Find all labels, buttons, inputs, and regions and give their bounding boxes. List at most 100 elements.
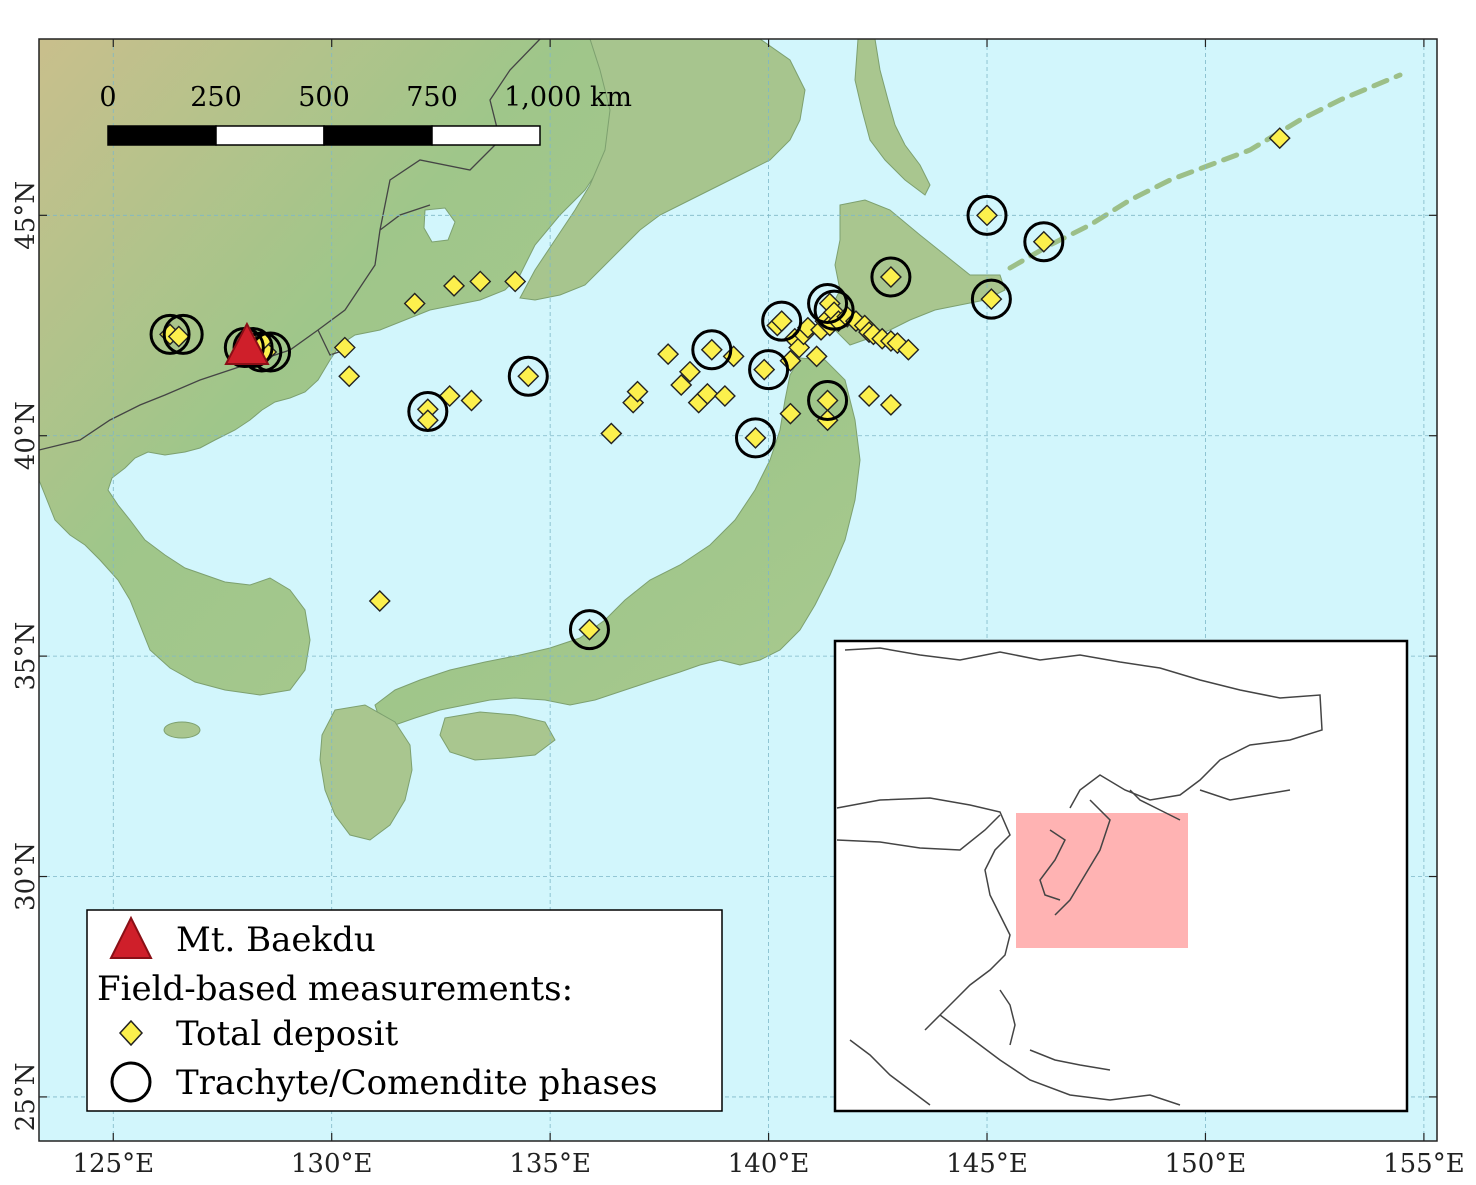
sakhalin-island	[854, 39, 931, 196]
deposit-marker	[578, 618, 601, 641]
legend-phase-icon	[110, 1061, 152, 1103]
inset-coastlines	[836, 647, 1323, 1106]
phase-marker	[149, 313, 191, 355]
phase-marker	[807, 282, 849, 324]
legend-box	[86, 909, 723, 1112]
lat-label-25: 25°N	[11, 1062, 41, 1131]
scale-segment-1	[107, 125, 217, 146]
deposit-marker	[879, 393, 902, 416]
deposit-marker	[670, 374, 693, 397]
lat-label-30: 30°N	[11, 842, 41, 911]
scale-label-0: 0	[99, 82, 116, 113]
deposit-marker	[517, 365, 540, 388]
phase-marker	[407, 390, 449, 432]
scale-bar: 0 250 500 750 1,000 km	[99, 82, 632, 146]
deposit-marker	[753, 358, 776, 381]
scale-label-750: 750	[406, 82, 458, 113]
deposit-marker	[368, 590, 391, 613]
deposit-marker	[460, 389, 483, 412]
lon-label-150: 150°E	[1165, 1149, 1247, 1179]
scale-segment-3	[323, 125, 433, 146]
deposit-marker	[600, 422, 623, 445]
deposit-marker	[770, 310, 793, 333]
latitude-axis: 45°N 40°N 35°N 30°N 25°N	[11, 181, 41, 1131]
deposit-marker	[700, 338, 723, 361]
legend-volcano-icon	[109, 915, 153, 959]
legend-section-title: Field-based measurements:	[97, 969, 573, 1009]
phase-marker	[748, 349, 790, 391]
lat-label-40: 40°N	[11, 401, 41, 470]
scale-segment-4	[431, 125, 541, 146]
map-frame	[38, 38, 1438, 1142]
phase-marker	[870, 256, 912, 298]
deposit-marker	[443, 274, 466, 297]
deposit-marker	[338, 365, 361, 388]
deposit-marker	[403, 292, 426, 315]
national-borders	[39, 39, 541, 451]
kyushu-island	[319, 704, 413, 841]
phase-marker	[761, 300, 803, 342]
deposit-marker	[1032, 230, 1055, 253]
deposit-marker	[879, 266, 902, 289]
primorye-landmass	[519, 39, 806, 301]
phase-marker	[813, 289, 855, 331]
legend-phase-label: Trachyte/Comendite phases	[176, 1063, 658, 1103]
lon-label-145: 145°E	[946, 1149, 1028, 1179]
deposit-marker	[858, 385, 881, 408]
longitude-axis: 125°E 130°E 135°E 140°E 145°E 150°E 155°E	[72, 1149, 1464, 1179]
deposit-marker	[744, 426, 767, 449]
jeju-island	[163, 721, 201, 739]
deposit-marker	[333, 336, 356, 359]
deposit-marker	[713, 385, 736, 408]
phase-marker	[162, 313, 204, 355]
lon-label-130: 130°E	[291, 1149, 373, 1179]
phase-marker	[568, 609, 610, 651]
mainland-landmass	[39, 39, 616, 696]
scale-label-1000: 1,000 km	[504, 82, 632, 113]
deposit-marker	[696, 382, 719, 405]
deposit-marker	[626, 380, 649, 403]
honshu-island	[374, 357, 861, 726]
phase-marker	[970, 278, 1012, 320]
lon-label-140: 140°E	[728, 1149, 810, 1179]
deposit-marker	[657, 343, 680, 366]
deposit-marker	[167, 325, 190, 348]
lat-label-45: 45°N	[11, 181, 41, 250]
deposit-marker	[678, 360, 701, 383]
legend-volcano-label: Mt. Baekdu	[176, 920, 376, 960]
phase-markers	[149, 194, 1065, 651]
phase-marker	[1023, 221, 1065, 263]
deposit-marker	[980, 288, 1003, 311]
hokkaido-island	[829, 199, 1006, 346]
deposit-marker	[976, 204, 999, 227]
phase-marker	[507, 355, 549, 397]
deposit-marker	[779, 402, 802, 425]
lat-label-35: 35°N	[11, 622, 41, 691]
lon-label-125: 125°E	[72, 1149, 154, 1179]
deposit-marker	[897, 338, 920, 361]
scale-label-250: 250	[190, 82, 242, 113]
deposit-marker	[504, 270, 527, 293]
scale-label-500: 500	[298, 82, 350, 113]
kuril-islands	[1007, 72, 1403, 271]
deposit-marker	[1268, 127, 1291, 150]
legend-deposit-icon	[118, 1019, 144, 1047]
lake-khanka	[423, 207, 456, 243]
inset-highlight-region	[1016, 813, 1188, 948]
legend: Mt. Baekdu Field-based measurements: Tot…	[86, 909, 723, 1112]
phase-marker	[966, 194, 1008, 236]
legend-deposit-label: Total deposit	[176, 1014, 399, 1054]
scale-segment-2	[215, 125, 325, 146]
deposit-marker	[805, 345, 828, 368]
land-layer	[39, 39, 1403, 841]
mt-baekdu-marker	[224, 321, 270, 366]
lon-label-135: 135°E	[509, 1149, 591, 1179]
phase-marker	[734, 417, 776, 459]
phase-marker	[691, 329, 733, 371]
phase-marker	[807, 379, 849, 421]
lon-label-155: 155°E	[1383, 1149, 1465, 1179]
deposit-marker	[469, 270, 492, 293]
inset-map	[833, 639, 1409, 1113]
